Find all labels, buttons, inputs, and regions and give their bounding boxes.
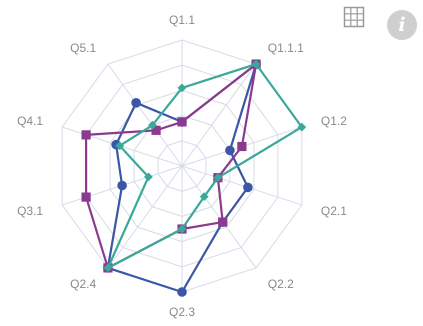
series-diamond bbox=[103, 59, 307, 273]
info-icon[interactable]: i bbox=[387, 10, 417, 40]
series-line bbox=[84, 62, 258, 269]
radar-series bbox=[81, 59, 307, 297]
axis-label: Q2.1 bbox=[321, 204, 347, 218]
series-square bbox=[81, 59, 261, 273]
data-point bbox=[81, 130, 91, 140]
axis-label: Q1.1.1 bbox=[268, 41, 304, 55]
series-line bbox=[106, 62, 303, 269]
axis-spoke bbox=[107, 165, 183, 269]
data-point bbox=[177, 117, 187, 127]
data-point bbox=[177, 83, 187, 93]
data-point bbox=[144, 172, 153, 182]
axis-spoke bbox=[181, 165, 257, 269]
data-point bbox=[103, 263, 113, 273]
data-point bbox=[151, 125, 161, 135]
axis-label: Q2.2 bbox=[268, 277, 294, 291]
axis-label: Q2.4 bbox=[70, 277, 96, 291]
data-point bbox=[251, 59, 261, 69]
data-point bbox=[117, 180, 127, 191]
data-point bbox=[297, 122, 307, 132]
axis-spoke bbox=[181, 165, 302, 206]
grid-table-icon-glyph bbox=[343, 6, 365, 28]
axis-spoke bbox=[181, 63, 257, 167]
data-point bbox=[213, 173, 223, 183]
data-point bbox=[131, 98, 141, 108]
grid-table-icon[interactable] bbox=[343, 6, 365, 28]
axis-label: Q4.1 bbox=[17, 114, 43, 128]
data-point bbox=[199, 192, 209, 201]
data-point bbox=[243, 182, 253, 193]
data-point bbox=[115, 141, 125, 151]
data-point bbox=[81, 192, 91, 202]
axis-label: Q3.1 bbox=[17, 204, 43, 218]
data-point bbox=[237, 141, 247, 152]
axis-label: Q2.3 bbox=[169, 305, 195, 319]
data-point bbox=[177, 224, 187, 234]
data-point bbox=[177, 287, 187, 297]
data-point bbox=[218, 217, 228, 227]
data-point bbox=[225, 145, 235, 156]
axis-label: Q1.1 bbox=[169, 13, 195, 27]
axis-spoke bbox=[107, 63, 183, 167]
axis-label: Q1.2 bbox=[321, 114, 347, 128]
data-point bbox=[148, 120, 157, 130]
axis-labels: Q1.1 Q1.1.1 Q1.2 Q2.1 Q2.2 Q2.3 Q2.4 Q3.1 Q4.1 Q5… bbox=[17, 13, 347, 319]
axis-label: Q5.1 bbox=[70, 41, 96, 55]
